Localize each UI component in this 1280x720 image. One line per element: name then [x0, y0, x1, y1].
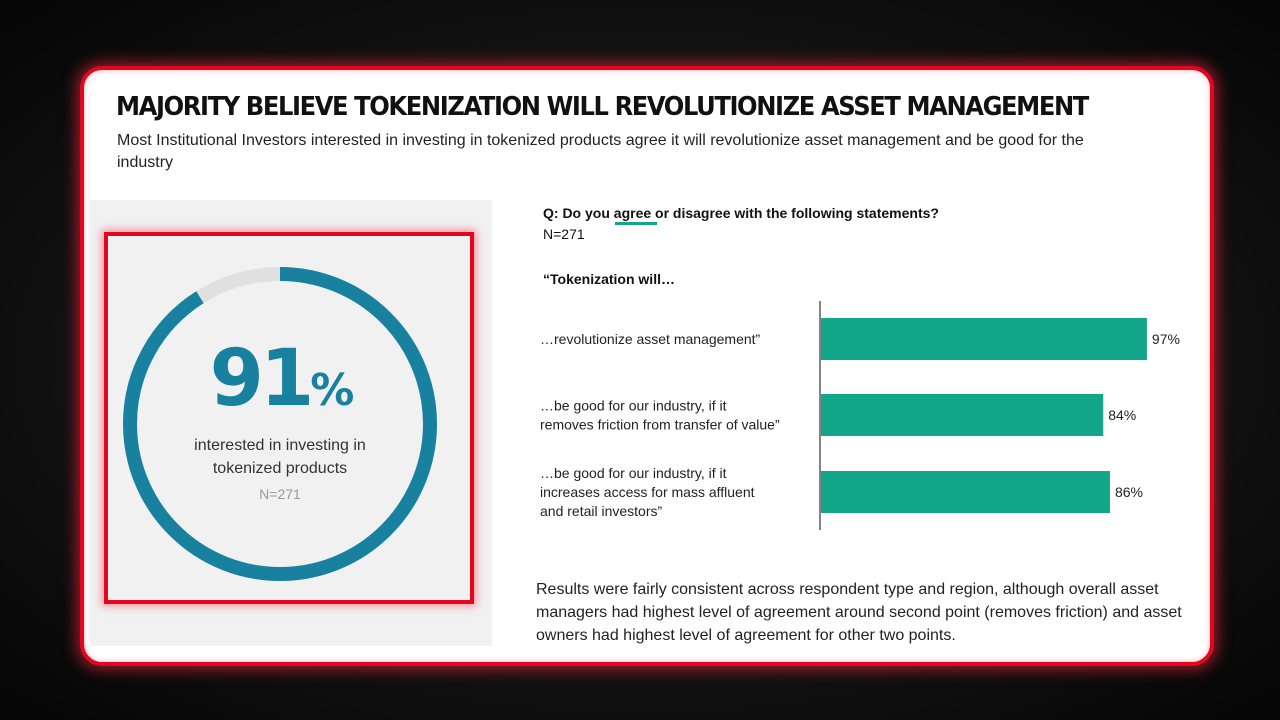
- question-suffix: or disagree with the following statement…: [651, 205, 939, 221]
- stat-value: 91%: [120, 334, 440, 424]
- bar-3: [821, 471, 1110, 513]
- question-emphasis: agree: [613, 205, 652, 221]
- bar-value-label-2: 84%: [1108, 407, 1136, 423]
- bar-value-label-1: 97%: [1152, 331, 1180, 347]
- statement-lead: “Tokenization will…: [543, 271, 675, 287]
- stat-label: interested in investing in tokenized pro…: [194, 437, 366, 477]
- stat-highlight-frame: [104, 232, 474, 604]
- donut-chart: [123, 267, 437, 581]
- slide-subtitle: Most Institutional Investors interested …: [117, 132, 1084, 171]
- survey-question: Q: Do you agree or disagree with the fol…: [543, 205, 939, 221]
- stat-sample-size: N=271: [259, 486, 301, 502]
- category-label-line: …revolutionize asset management”: [540, 331, 761, 347]
- donut-center: 91% interested in investing in tokenized…: [120, 264, 440, 584]
- category-label-3: …be good for our industry, if it increase…: [540, 465, 755, 519]
- stat-number: 91: [209, 334, 315, 424]
- bar-2: [821, 394, 1104, 436]
- survey-sample-size: N=271: [543, 226, 585, 242]
- category-label-line: …be good for our industry, if it: [540, 465, 727, 481]
- stat-percent-sign: %: [310, 365, 354, 416]
- bar-value-label-3: 86%: [1115, 484, 1143, 500]
- donut-arc: [123, 267, 437, 581]
- agree-underline: [615, 222, 657, 225]
- bar-1: [821, 318, 1147, 360]
- category-label-line: increases access for mass affluent: [540, 484, 755, 500]
- category-label-1: …revolutionize asset management”: [540, 331, 761, 347]
- category-label-line: …be good for our industry, if it: [540, 398, 727, 414]
- footnote: Results were fairly consistent across re…: [536, 581, 1182, 644]
- question-prefix: Q: Do you: [543, 205, 614, 221]
- agreement-bar-chart: 97% …revolutionize asset management” 84% …b…: [540, 301, 1180, 530]
- category-label-2: …be good for our industry, if it removes …: [540, 398, 780, 433]
- category-label-line: removes friction from transfer of value”: [540, 417, 780, 433]
- slide-card: MAJORITY BELIEVE TOKENIZATION WILL REVOL…: [80, 66, 1214, 666]
- category-label-line: and retail investors”: [540, 503, 663, 519]
- slide-title: MAJORITY BELIEVE TOKENIZATION WILL REVOL…: [116, 92, 1089, 122]
